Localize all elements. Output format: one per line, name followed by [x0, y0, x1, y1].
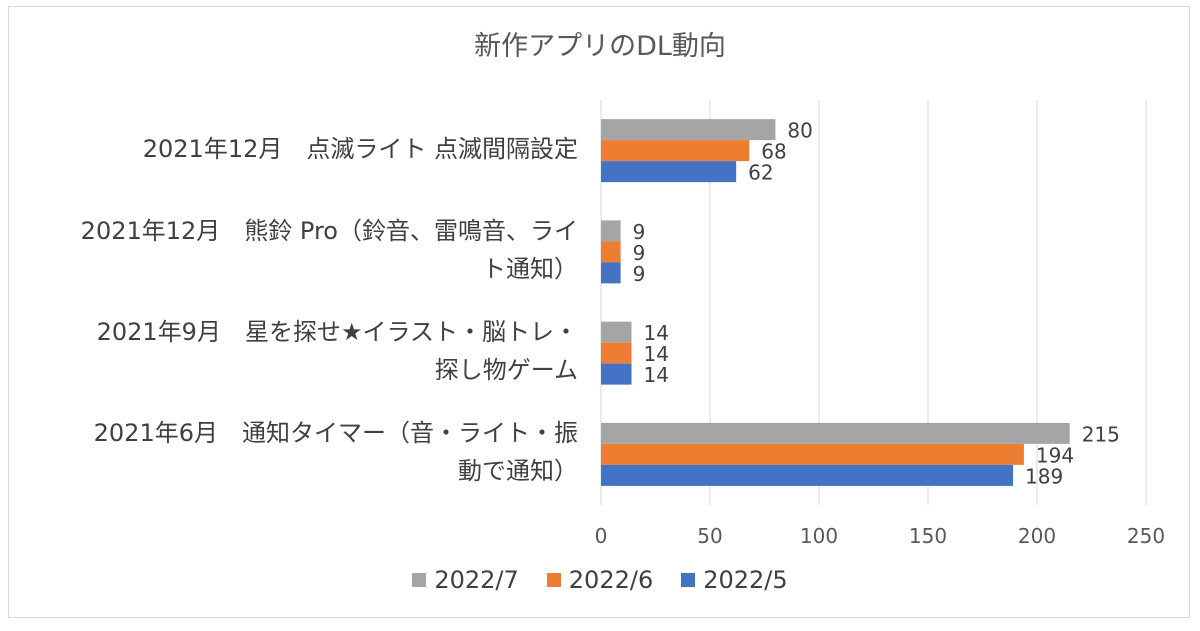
data-label-4-2022-6: 194: [1036, 443, 1074, 467]
category-label-1: 2021年12月 点滅ライト 点滅間隔設定: [18, 130, 578, 168]
bar-4-2022-6: [601, 443, 1024, 465]
data-label-4-2022-7: 215: [1082, 422, 1120, 446]
bar-1-2022-7: [601, 119, 776, 141]
bar-3-2022-7: [601, 321, 632, 343]
legend-item-2022-6: 2022/6: [546, 566, 654, 594]
bar-4-2022-7: [601, 422, 1070, 444]
x-tick-label-50: 50: [697, 524, 722, 548]
data-label-1-2022-6: 68: [761, 140, 786, 164]
category-label-line: ト通知）: [482, 254, 578, 283]
bar-3-2022-6: [601, 342, 632, 364]
bar-2-2022-7: [601, 220, 621, 242]
data-label-1-2022-7: 80: [787, 119, 812, 143]
category-label-line: 2021年12月 熊鈴 Pro（鈴音、雷鳴音、ライ: [80, 216, 578, 245]
x-tick-label-100: 100: [800, 524, 838, 548]
legend-label: 2022/5: [703, 566, 788, 594]
legend-swatch: [681, 573, 696, 587]
chart-frame: [8, 6, 1190, 618]
x-tick-label-150: 150: [909, 524, 947, 548]
legend-label: 2022/7: [434, 566, 519, 594]
data-label-3-2022-5: 14: [644, 363, 669, 387]
data-label-2-2022-5: 9: [633, 262, 646, 286]
legend-label: 2022/6: [568, 566, 654, 594]
category-label-line: 探し物ゲーム: [434, 356, 578, 385]
bar-4-2022-5: [601, 464, 1014, 486]
category-label-line: 2021年6月 通知タイマー（音・ライト・振: [93, 419, 578, 448]
legend-item-2022-5: 2022/5: [681, 566, 788, 594]
category-label-line: 2021年9月 星を探せ★イラスト・脳トレ・: [96, 318, 578, 347]
bar-1-2022-5: [601, 161, 737, 183]
data-label-3-2022-6: 14: [644, 342, 669, 366]
legend: 2022/7 2022/6 2022/5: [0, 566, 1200, 594]
category-label-line: 2021年12月 点滅ライト 点滅間隔設定: [142, 134, 578, 163]
x-tick-label-200: 200: [1018, 524, 1056, 548]
category-label-2: 2021年12月 熊鈴 Pro（鈴音、雷鳴音、ライト通知）: [18, 212, 578, 288]
category-label-3: 2021年9月 星を探せ★イラスト・脳トレ・探し物ゲーム: [18, 313, 578, 389]
category-label-4: 2021年6月 通知タイマー（音・ライト・振動で通知）: [18, 414, 578, 490]
bar-1-2022-6: [601, 140, 750, 162]
category-label-line: 動で通知）: [458, 457, 578, 486]
bar-3-2022-5: [601, 363, 632, 385]
x-tick-label-0: 0: [595, 524, 608, 548]
data-label-1-2022-5: 62: [748, 161, 773, 185]
legend-swatch: [546, 573, 561, 587]
data-label-2-2022-6: 9: [633, 241, 646, 265]
data-label-4-2022-5: 189: [1025, 464, 1063, 488]
data-label-2-2022-7: 9: [633, 220, 646, 244]
chart-title: 新作アプリのDL動向: [474, 31, 726, 62]
bar-2-2022-5: [601, 262, 621, 284]
x-tick-label-250: 250: [1127, 524, 1165, 548]
legend-swatch: [412, 573, 427, 587]
data-label-3-2022-7: 14: [644, 321, 669, 345]
legend-item-2022-7: 2022/7: [412, 566, 519, 594]
bar-2-2022-6: [601, 241, 621, 263]
